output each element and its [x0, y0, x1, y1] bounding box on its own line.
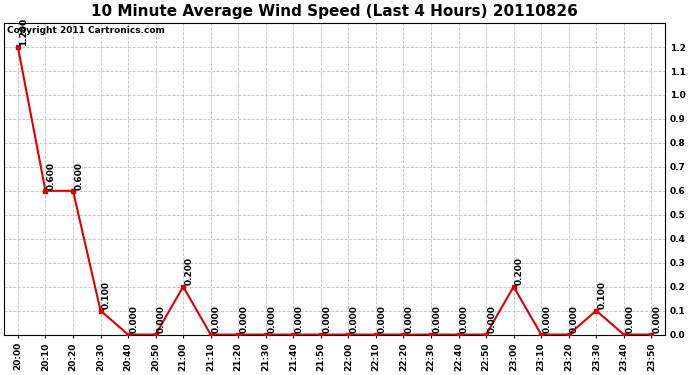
Text: 0.000: 0.000: [542, 306, 551, 333]
Text: 0.000: 0.000: [157, 306, 166, 333]
Text: 0.000: 0.000: [267, 306, 276, 333]
Text: 0.000: 0.000: [433, 306, 442, 333]
Text: 0.000: 0.000: [487, 306, 497, 333]
Text: 0.100: 0.100: [598, 281, 607, 309]
Text: 0.000: 0.000: [130, 306, 139, 333]
Text: 0.000: 0.000: [212, 306, 221, 333]
Text: 0.200: 0.200: [515, 258, 524, 285]
Text: 0.000: 0.000: [295, 306, 304, 333]
Text: 0.000: 0.000: [239, 306, 248, 333]
Title: 10 Minute Average Wind Speed (Last 4 Hours) 20110826: 10 Minute Average Wind Speed (Last 4 Hou…: [91, 4, 578, 19]
Text: 0.000: 0.000: [460, 306, 469, 333]
Text: 0.000: 0.000: [350, 306, 359, 333]
Text: 0.100: 0.100: [102, 281, 111, 309]
Text: 0.000: 0.000: [322, 306, 331, 333]
Text: 0.000: 0.000: [625, 306, 634, 333]
Text: 0.200: 0.200: [184, 258, 194, 285]
Text: 0.000: 0.000: [653, 306, 662, 333]
Text: 0.600: 0.600: [75, 162, 83, 190]
Text: 0.000: 0.000: [405, 306, 414, 333]
Text: Copyright 2011 Cartronics.com: Copyright 2011 Cartronics.com: [8, 26, 166, 35]
Text: 1.200: 1.200: [19, 18, 28, 46]
Text: 0.600: 0.600: [47, 162, 56, 190]
Text: 0.000: 0.000: [377, 306, 386, 333]
Text: 0.000: 0.000: [570, 306, 579, 333]
